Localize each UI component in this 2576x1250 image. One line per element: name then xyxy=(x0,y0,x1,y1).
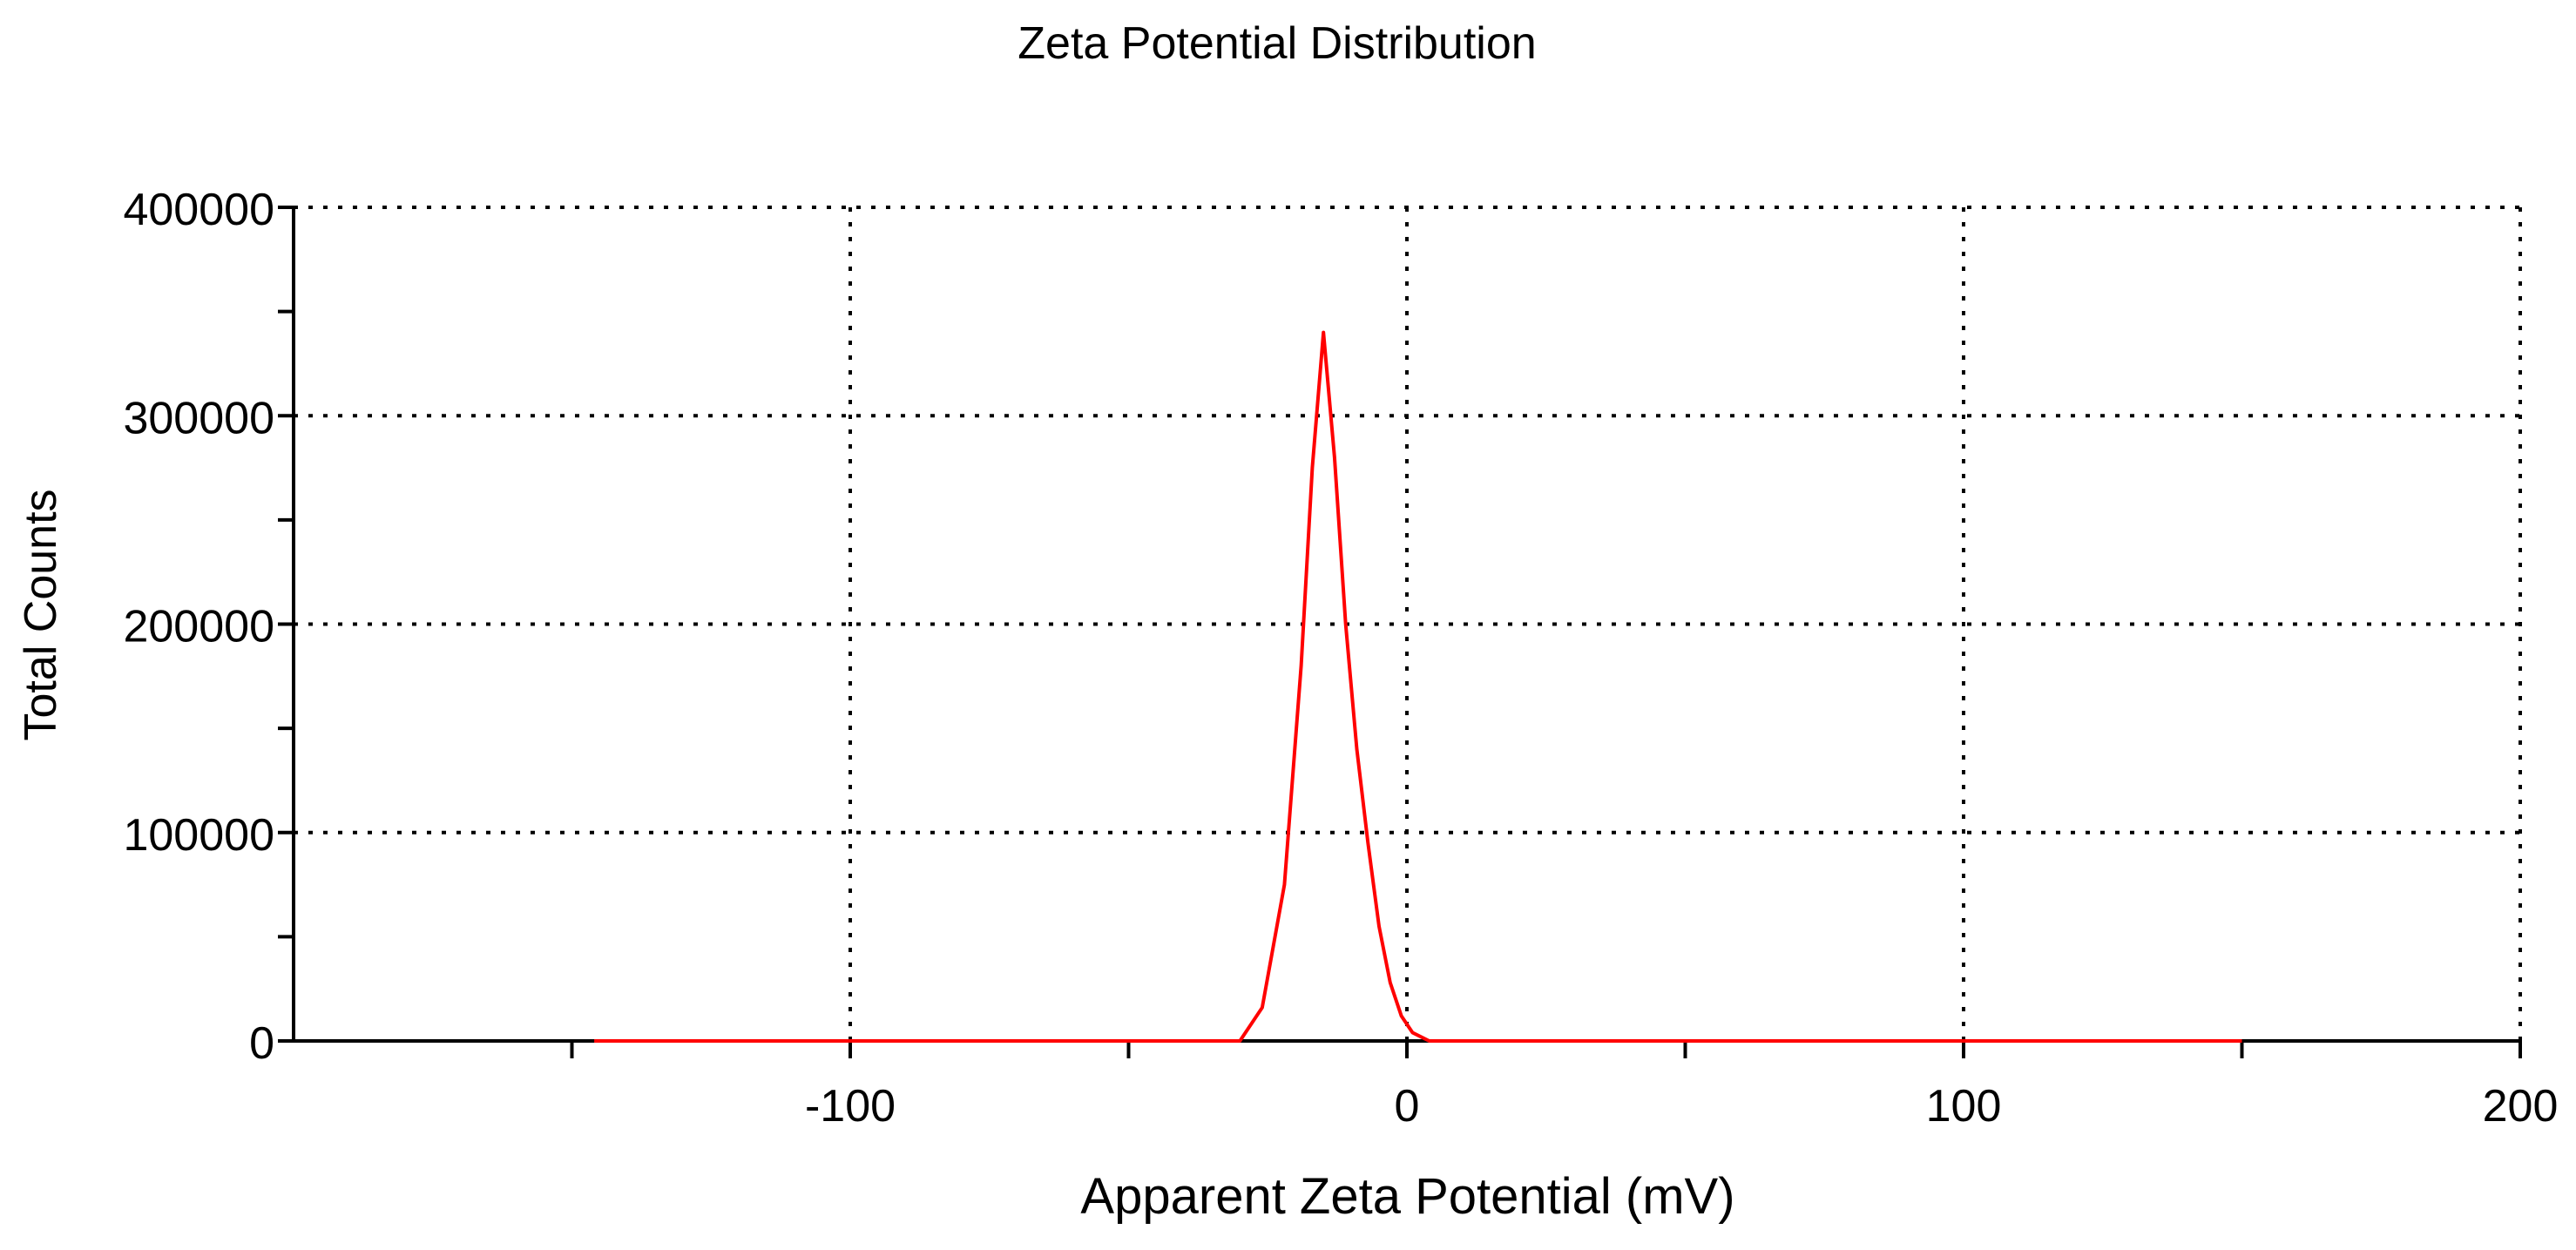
y-axis-label: Total Counts xyxy=(16,489,66,740)
x-tick-label: 0 xyxy=(1395,1081,1420,1132)
y-tick-label: 200000 xyxy=(123,602,274,652)
x-axis-label: Apparent Zeta Potential (mV) xyxy=(1080,1168,1734,1225)
x-tick-label: 200 xyxy=(2483,1081,2559,1132)
chart-title: Zeta Potential Distribution xyxy=(1018,18,1536,69)
series-line xyxy=(594,330,2242,1043)
tick-labels: 0 100000 200000 300000 400000 -100 0 100 200 xyxy=(123,185,2558,1132)
y-tick-label: 100000 xyxy=(123,810,274,861)
axes xyxy=(278,206,2522,1058)
data-series xyxy=(594,330,2242,1043)
y-tick-label: 0 xyxy=(249,1018,274,1069)
grid-lines xyxy=(294,206,2522,1041)
x-tick-label: -100 xyxy=(805,1081,896,1132)
y-tick-label: 400000 xyxy=(123,185,274,235)
x-tick-label: 100 xyxy=(1926,1081,2002,1132)
y-tick-label: 300000 xyxy=(123,393,274,443)
